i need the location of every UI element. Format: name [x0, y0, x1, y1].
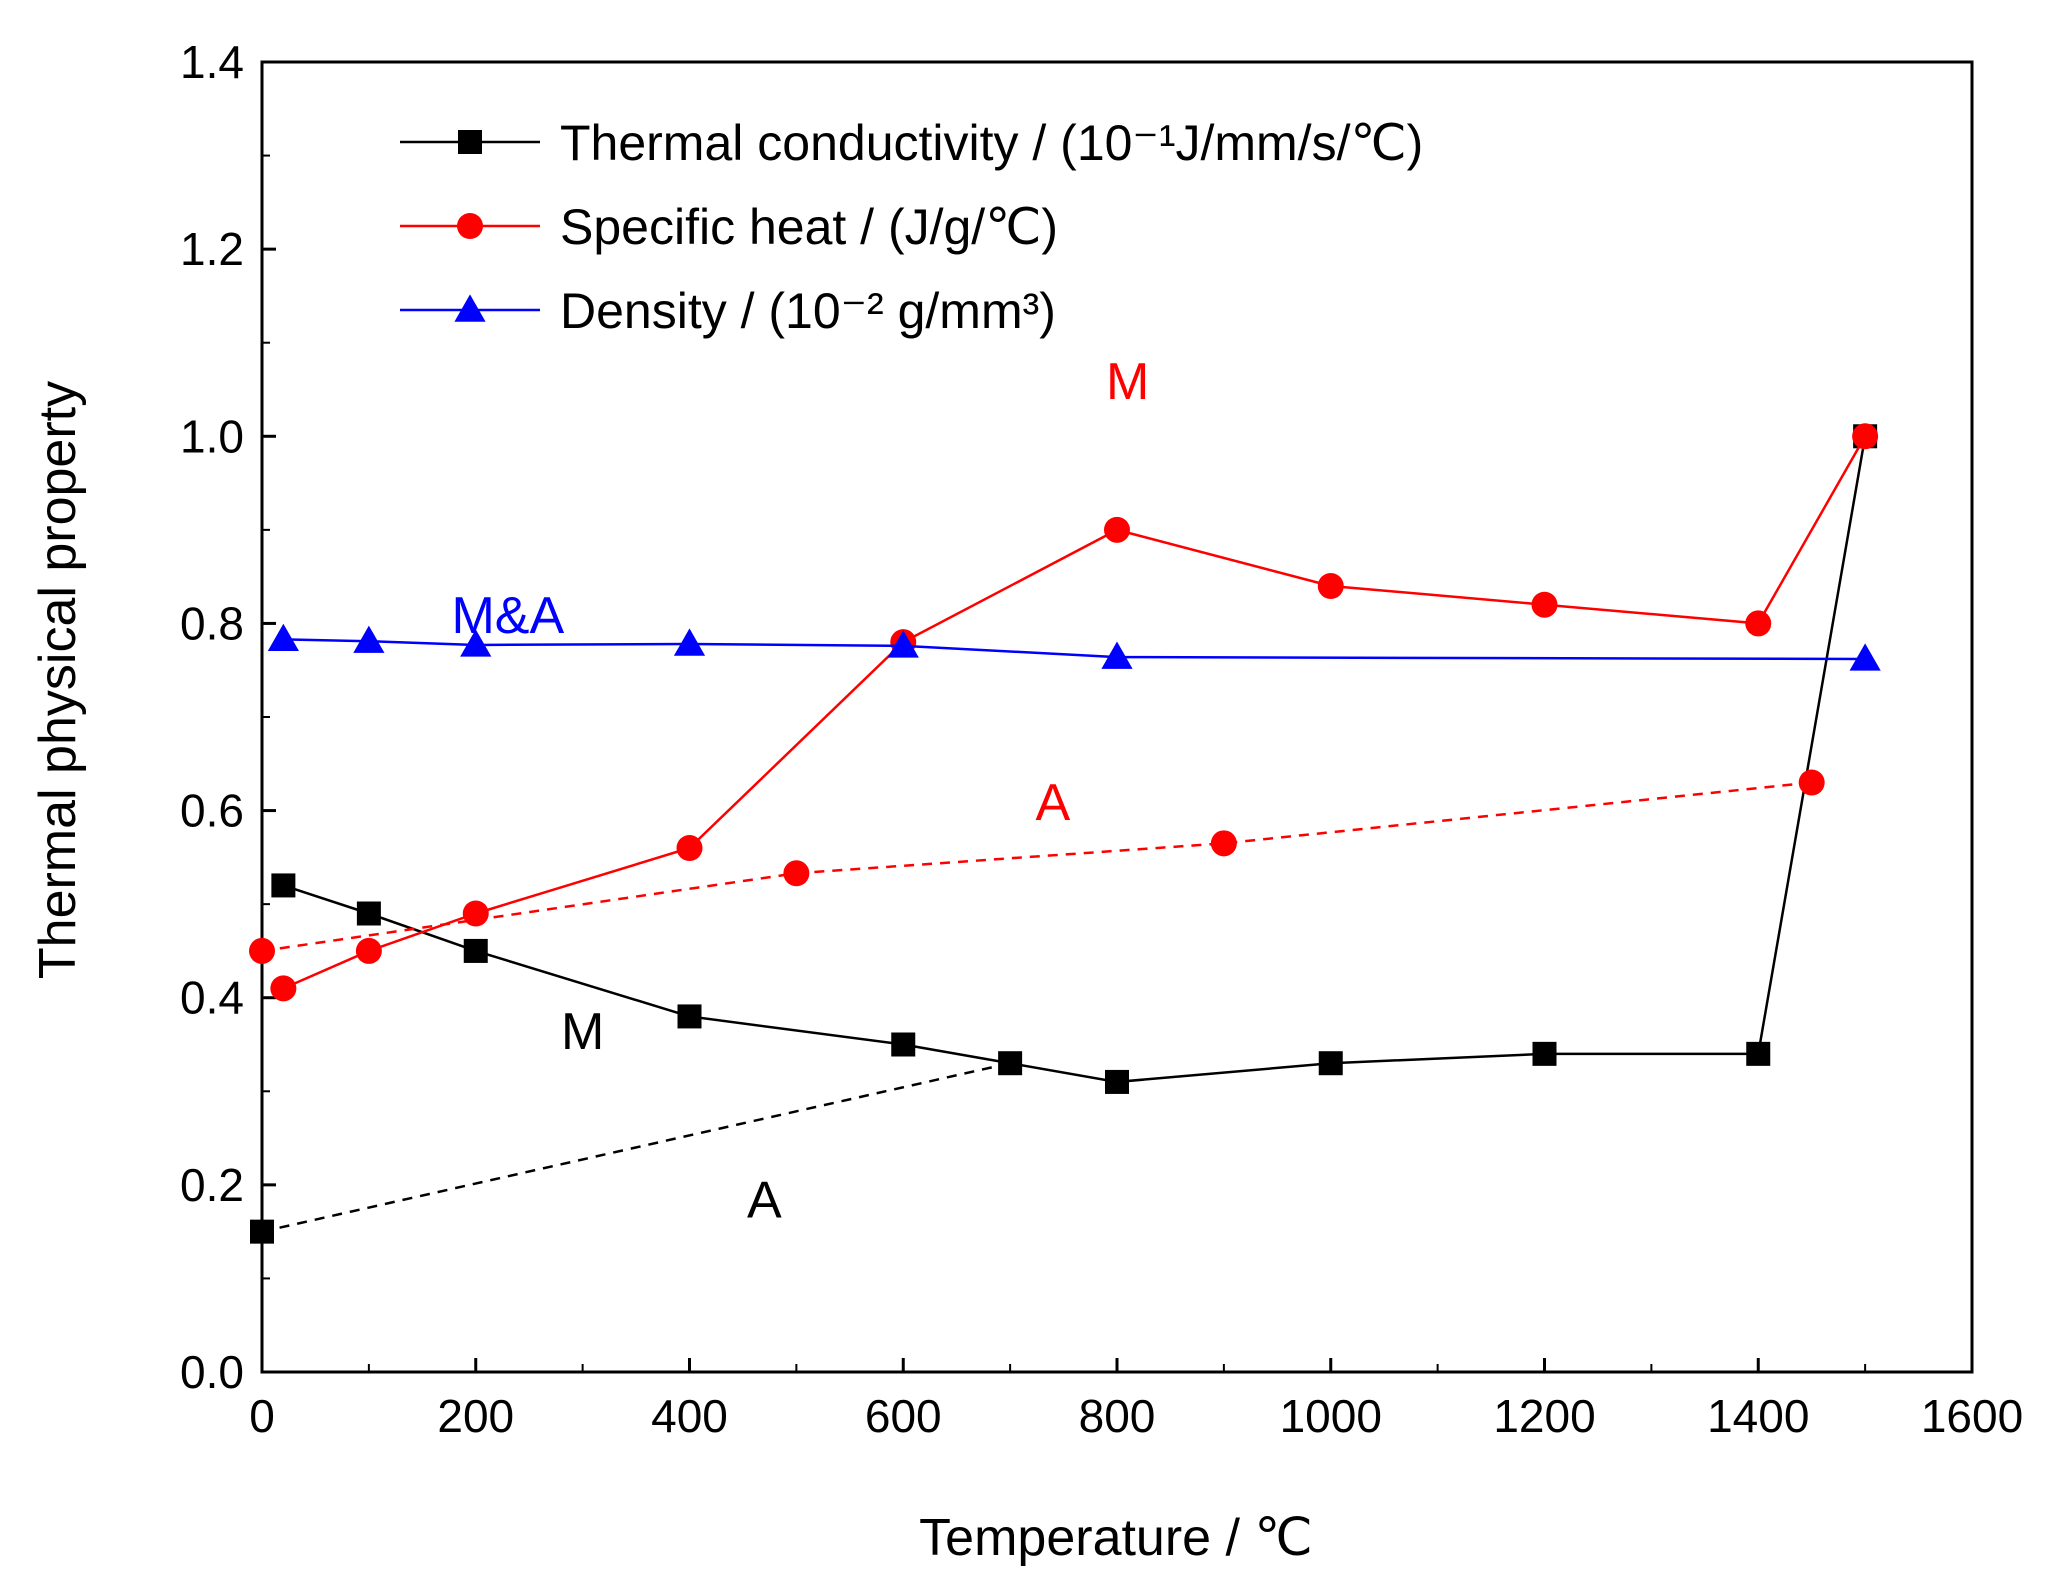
annotation-label: A [747, 1172, 782, 1230]
data-point [249, 937, 275, 964]
y-tick-label: 1.4 [180, 36, 244, 88]
data-point [1105, 1069, 1129, 1094]
data-point [250, 1219, 274, 1244]
series-group [250, 1061, 1011, 1244]
legend-label: Density / (10⁻² g/mm³) [560, 283, 1056, 339]
data-point [267, 623, 299, 652]
data-point [1318, 1051, 1343, 1076]
x-tick-label: 1000 [1280, 1390, 1382, 1442]
series-group [271, 424, 1878, 1094]
series-group [249, 769, 1825, 964]
legend-entry: Density / (10⁻² g/mm³) [400, 283, 1056, 339]
data-point [891, 1032, 916, 1057]
x-tick-label: 0 [249, 1390, 275, 1442]
series-line [282, 435, 1867, 990]
annotation-label: M [1106, 353, 1149, 411]
y-axis-title: Thermal physical property [29, 381, 87, 979]
y-tick-label: 0.0 [180, 1346, 244, 1398]
y-tick-label: 1.0 [180, 410, 244, 462]
data-point [1746, 1041, 1771, 1066]
legend-swatch-marker [458, 130, 482, 154]
legend-entry: Thermal conductivity / (10⁻¹J/mm/s/℃) [400, 115, 1423, 171]
data-point [673, 628, 706, 656]
series-layer [249, 423, 1881, 1244]
data-point [887, 630, 919, 658]
annotation-label: M&A [451, 587, 564, 645]
annotation-label: M [561, 1003, 604, 1061]
legend-swatch-marker [454, 294, 486, 322]
data-point [1852, 423, 1879, 450]
axis-ticks: 0 200 400 600 800 1000 1200 1400 1600 0.0 0.2 0.4 0.… [180, 36, 2023, 1442]
data-point [1745, 610, 1772, 637]
annotations: M M&A A M A [451, 353, 1149, 1230]
data-point [353, 625, 385, 653]
y-tick-label: 1.2 [180, 223, 244, 275]
x-tick-label: 400 [651, 1390, 728, 1442]
y-tick-label: 0.8 [180, 597, 244, 649]
data-point [1101, 641, 1133, 669]
legend: Thermal conductivity / (10⁻¹J/mm/s/℃) Spe… [400, 115, 1423, 339]
series-line [261, 781, 1812, 953]
plot-frame [260, 60, 1974, 1374]
data-point [460, 629, 492, 657]
x-tick-label: 1400 [1707, 1390, 1809, 1442]
data-point [270, 975, 297, 1002]
data-point [1849, 643, 1881, 671]
data-point [1317, 573, 1344, 599]
x-tick-label: 800 [1079, 1390, 1156, 1442]
y-tick-label: 0.2 [180, 1159, 244, 1211]
data-point [1531, 591, 1558, 618]
data-point [1532, 1041, 1557, 1066]
annotation-label: A [1036, 774, 1071, 832]
x-tick-label: 1600 [1921, 1390, 2023, 1442]
x-tick-label: 600 [865, 1390, 942, 1442]
legend-swatch-marker [457, 213, 483, 239]
series-group [267, 623, 1881, 671]
y-tick-label: 0.6 [180, 785, 244, 837]
plot-area-border [260, 60, 1974, 1374]
data-point [677, 1004, 702, 1029]
legend-label: Specific heat / (J/g/℃) [560, 199, 1058, 255]
data-point [1210, 830, 1237, 857]
legend-entry: Specific heat / (J/g/℃) [400, 199, 1058, 255]
data-point [462, 900, 489, 927]
data-point [998, 1051, 1023, 1076]
series-line [282, 436, 1867, 1084]
data-point [271, 873, 296, 898]
data-point [783, 860, 810, 887]
legend-label: Thermal conductivity / (10⁻¹J/mm/s/℃) [560, 115, 1423, 171]
x-axis-title: Temperature / ℃ [919, 1509, 1313, 1567]
y-tick-label: 0.4 [180, 972, 244, 1024]
x-tick-label: 1200 [1493, 1390, 1595, 1442]
data-point [356, 901, 381, 926]
x-tick-label: 200 [437, 1390, 514, 1442]
data-point [355, 937, 382, 964]
data-point [676, 835, 703, 861]
data-point [1798, 769, 1825, 796]
series-line [261, 1061, 1011, 1233]
data-point [1104, 516, 1130, 543]
data-point [463, 938, 488, 963]
